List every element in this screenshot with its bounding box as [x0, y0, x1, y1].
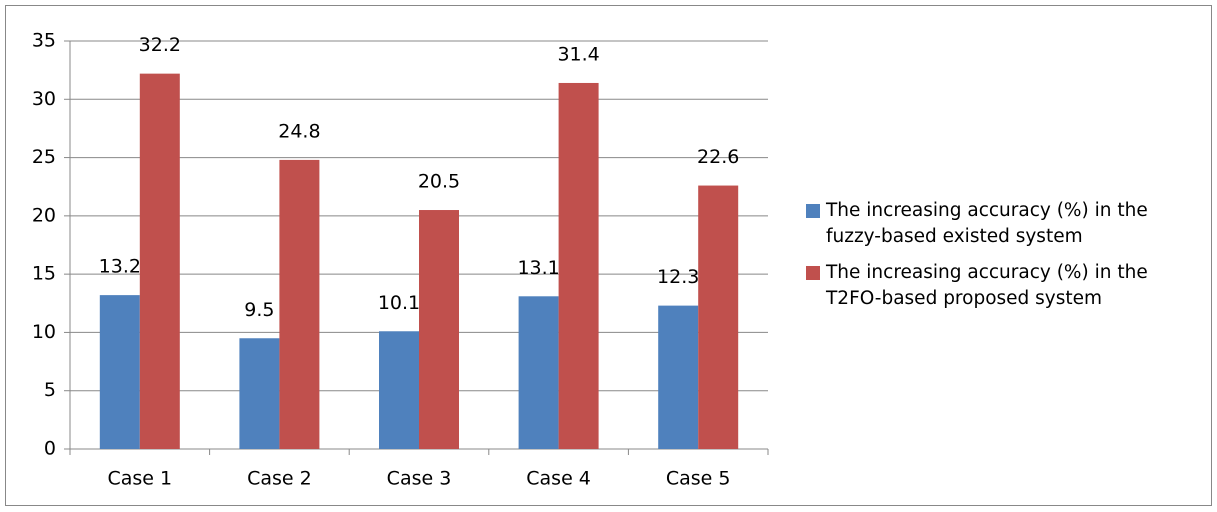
bar: [279, 159, 320, 449]
legend-entry: The increasing accuracy (%) in the fuzzy…: [806, 198, 1206, 250]
x-tick-label: Case 4: [526, 468, 591, 490]
y-tick-label: 35: [32, 30, 56, 52]
bar: [139, 73, 180, 449]
bar: [419, 210, 459, 449]
x-tick-label: Case 5: [666, 468, 731, 490]
chart-border: [5, 5, 1212, 506]
legend-label: The increasing accuracy (%) in the T2FO-…: [826, 262, 1148, 309]
y-tick-label: 25: [32, 146, 56, 168]
y-tick-label: 15: [32, 263, 56, 285]
data-label: 12.3: [657, 266, 699, 288]
y-tick-label: 10: [32, 321, 56, 343]
data-label: 20.5: [418, 171, 460, 193]
bar: [558, 82, 599, 450]
legend-swatch: [806, 266, 820, 280]
bar: [239, 338, 280, 449]
y-tick-label: 5: [44, 379, 56, 401]
y-tick-label: 0: [44, 438, 56, 460]
y-tick-label: 20: [32, 204, 56, 226]
data-label: 24.8: [278, 120, 320, 142]
data-label: 9.5: [244, 299, 274, 321]
bar: [379, 331, 419, 449]
y-tick-label: 30: [32, 88, 56, 110]
legend-label: The increasing accuracy (%) in the fuzzy…: [826, 200, 1148, 247]
data-label: 31.4: [557, 43, 599, 65]
data-label: 32.2: [139, 34, 181, 56]
bar: [658, 305, 699, 449]
legend-swatch: [806, 204, 820, 218]
x-tick-label: Case 1: [107, 468, 172, 490]
data-label: 13.1: [517, 257, 559, 279]
data-label: 22.6: [697, 146, 739, 168]
bar: [518, 296, 559, 449]
bar: [99, 295, 140, 449]
legend-entry: The increasing accuracy (%) in the T2FO-…: [806, 260, 1206, 312]
data-label: 13.2: [99, 256, 141, 278]
x-tick-label: Case 2: [247, 468, 312, 490]
x-tick-label: Case 3: [387, 468, 452, 490]
bar: [698, 185, 739, 449]
data-label: 10.1: [378, 292, 420, 314]
